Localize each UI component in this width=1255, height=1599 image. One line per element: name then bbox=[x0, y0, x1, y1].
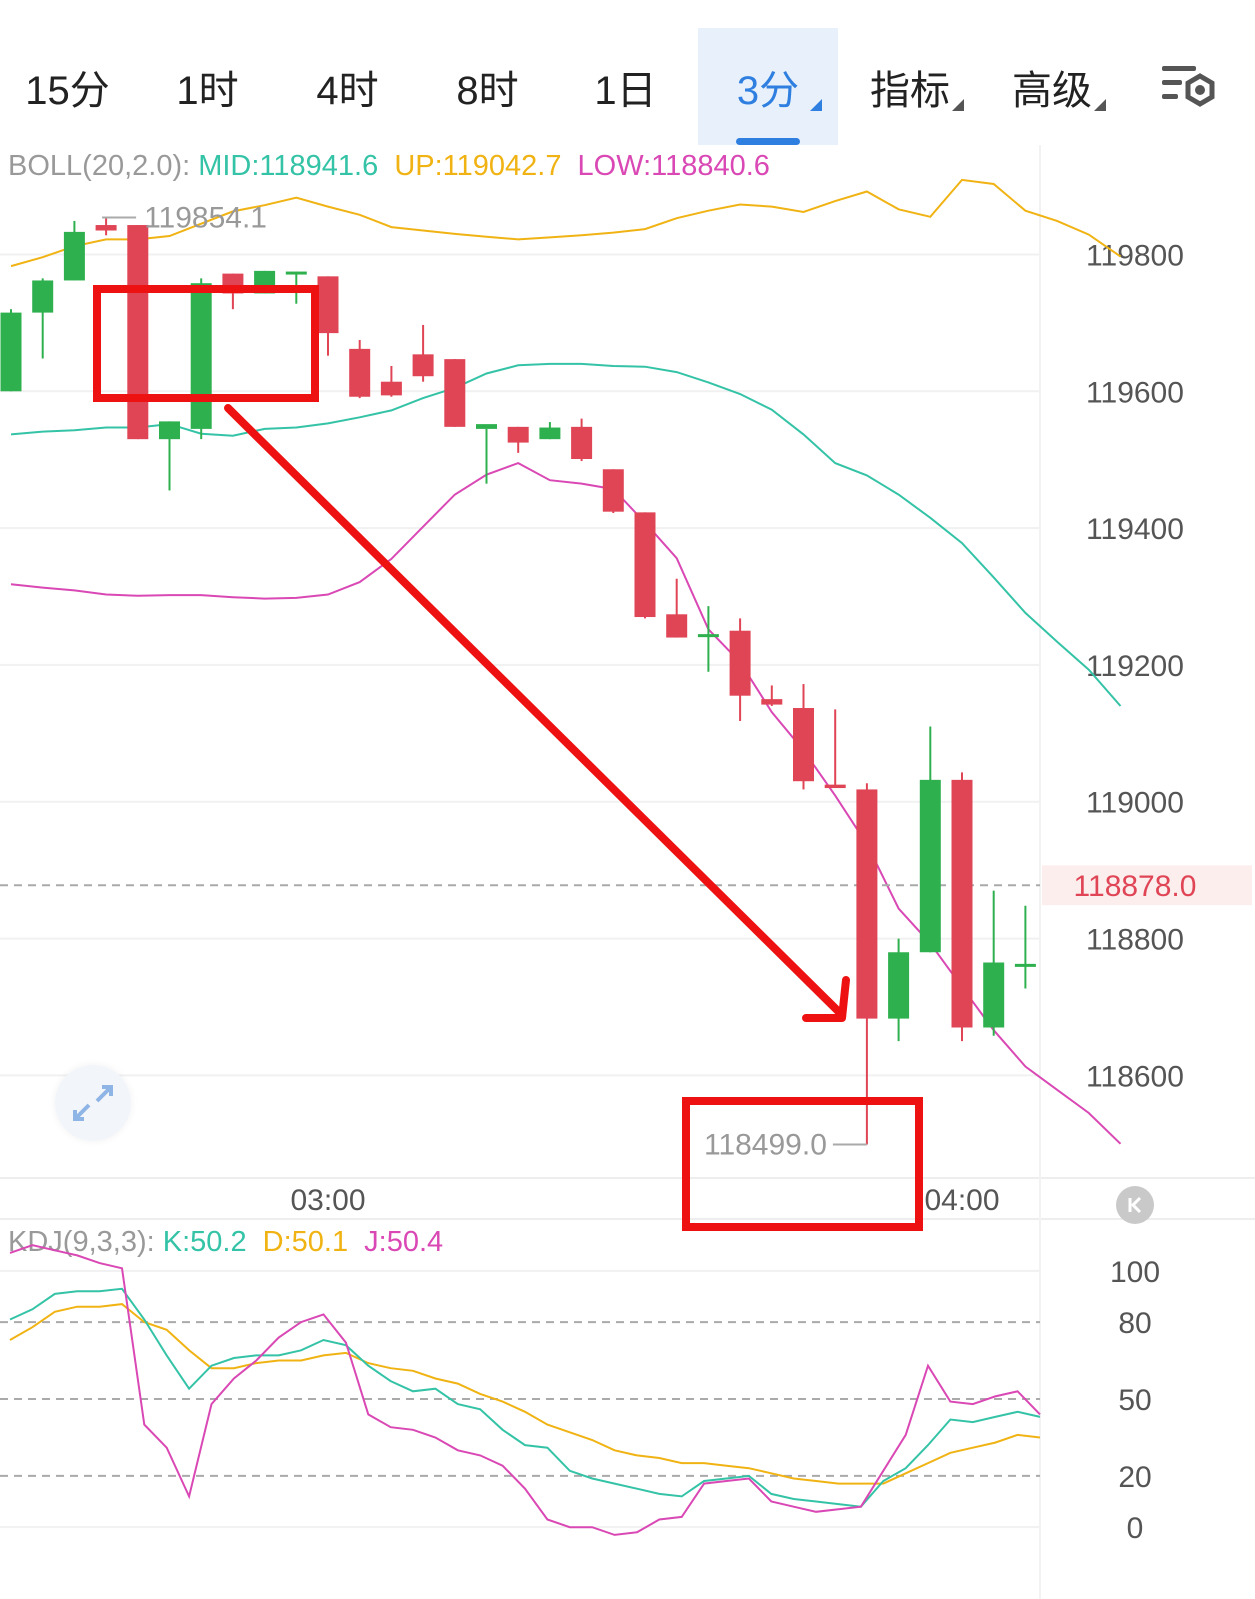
kdj-j-line bbox=[9, 1244, 1041, 1536]
tab-indicators[interactable]: 指标 bbox=[840, 28, 980, 145]
current-price-badge bbox=[1042, 865, 1252, 906]
candle-up bbox=[0, 312, 22, 392]
collapse-k-button[interactable] bbox=[1116, 1186, 1154, 1224]
dropdown-triangle-icon bbox=[810, 99, 822, 111]
tab-1h[interactable]: 1时 bbox=[140, 28, 275, 145]
candle-down bbox=[951, 779, 973, 1028]
tab-advanced[interactable]: 高级 bbox=[982, 28, 1122, 145]
candle-down bbox=[444, 359, 466, 427]
price-tick-label: 119600 bbox=[1086, 376, 1184, 409]
price-tick-label: 119200 bbox=[1086, 650, 1184, 683]
dropdown-triangle-icon bbox=[952, 99, 964, 111]
candle-down bbox=[761, 699, 783, 705]
candle-down bbox=[824, 784, 846, 789]
kdj-d-line bbox=[9, 1303, 1041, 1485]
candle-up bbox=[63, 231, 85, 281]
time-tick-label: 03:00 bbox=[290, 1184, 365, 1217]
kdj-tick-label: 20 bbox=[1118, 1461, 1151, 1494]
candle-up bbox=[919, 779, 941, 953]
time-tick-label: 04:00 bbox=[924, 1184, 999, 1217]
low-price-label: 118499.0 bbox=[704, 1128, 827, 1161]
boll-legend: BOLL(20,2.0): MID:118941.6 UP:119042.7 L… bbox=[8, 150, 778, 183]
candle-down bbox=[602, 469, 624, 512]
candle-down bbox=[571, 426, 593, 460]
boll-mid-line bbox=[10, 362, 1122, 707]
price-tick-label: 118600 bbox=[1086, 1060, 1184, 1093]
price-chart[interactable]: 119800 119600 119400 119200 119000 118800 1186… bbox=[0, 145, 1255, 1599]
boll-legend-low: LOW:118840.6 bbox=[577, 150, 770, 182]
tab-1d[interactable]: 1日 bbox=[558, 28, 693, 145]
candle-down bbox=[127, 225, 149, 440]
dropdown-triangle-icon bbox=[1094, 99, 1106, 111]
tab-label: 1日 bbox=[594, 68, 657, 113]
candle-down bbox=[349, 348, 371, 397]
candle-up bbox=[697, 634, 719, 638]
candle-down bbox=[507, 426, 529, 443]
tab-label: 4时 bbox=[316, 68, 379, 113]
expand-icon bbox=[73, 1085, 113, 1121]
kdj-k-line bbox=[9, 1287, 1041, 1508]
kdj-legend-j: J:50.4 bbox=[364, 1226, 444, 1258]
kdj-legend: KDJ(9,3,3): K:50.2 D:50.1 J:50.4 bbox=[8, 1226, 451, 1259]
candle-up bbox=[888, 952, 910, 1019]
kdj-legend-d: D:50.1 bbox=[262, 1226, 349, 1258]
k-icon bbox=[1128, 1196, 1142, 1214]
candle-up bbox=[476, 424, 497, 429]
annotation-arrowhead bbox=[802, 976, 850, 1022]
tab-label: 1时 bbox=[176, 68, 239, 113]
current-price-label: 118878.0 bbox=[1074, 870, 1197, 903]
tab-15m[interactable]: 15分 bbox=[0, 28, 135, 145]
candle-down bbox=[380, 381, 402, 396]
candle-down bbox=[729, 630, 751, 696]
annotation-trend-arrow bbox=[224, 404, 846, 1019]
kdj-tick-label: 0 bbox=[1127, 1512, 1144, 1545]
active-tab-underline bbox=[736, 138, 800, 145]
candle-up bbox=[190, 283, 212, 429]
price-tick-label: 119800 bbox=[1086, 239, 1184, 272]
tab-label: 15分 bbox=[25, 68, 110, 113]
candle-down bbox=[95, 225, 117, 231]
boll-legend-name: BOLL(20,2.0): bbox=[8, 150, 191, 182]
annotation-high-box bbox=[93, 285, 319, 402]
candle-up bbox=[32, 280, 54, 313]
candle-down bbox=[317, 276, 339, 334]
tab-4h[interactable]: 4时 bbox=[280, 28, 415, 145]
kdj-tick-label: 100 bbox=[1110, 1256, 1160, 1289]
tab-8h[interactable]: 8时 bbox=[420, 28, 555, 145]
kdj-tick-label: 80 bbox=[1118, 1307, 1151, 1340]
candle-down bbox=[793, 708, 814, 782]
kdj-tick-label: 50 bbox=[1118, 1384, 1151, 1417]
timeframe-tabs: 15分 1时 4时 8时 1日 3分 指标 高级 bbox=[0, 0, 1255, 145]
boll-upper-line bbox=[10, 178, 1122, 268]
candle-up bbox=[539, 427, 561, 440]
kdj-legend-name: KDJ(9,3,3): bbox=[8, 1226, 155, 1258]
tab-label: 指标 bbox=[870, 68, 950, 113]
annotation-low-box bbox=[682, 1097, 923, 1231]
price-tick-label: 118800 bbox=[1086, 924, 1184, 957]
high-price-label: 119854.1 bbox=[144, 201, 267, 234]
candle-up bbox=[285, 271, 307, 275]
boll-legend-mid: MID:118941.6 bbox=[198, 150, 379, 182]
tab-label: 8时 bbox=[456, 68, 519, 113]
kdj-legend-k: K:50.2 bbox=[162, 1226, 247, 1258]
candle-up bbox=[983, 962, 1005, 1028]
candle-down bbox=[412, 354, 434, 377]
expand-button[interactable] bbox=[55, 1065, 131, 1141]
candle-down bbox=[666, 614, 688, 638]
tab-label: 高级 bbox=[1012, 68, 1092, 113]
tab-label: 3分 bbox=[736, 68, 800, 113]
candle-up bbox=[159, 421, 180, 440]
candle-up bbox=[1014, 963, 1036, 967]
tab-3m[interactable]: 3分 bbox=[698, 28, 838, 145]
price-tick-label: 119400 bbox=[1086, 513, 1184, 546]
boll-legend-up: UP:119042.7 bbox=[394, 150, 562, 182]
candle-down bbox=[634, 512, 656, 618]
price-tick-label: 119000 bbox=[1086, 787, 1184, 820]
chart-settings-icon[interactable] bbox=[1160, 62, 1220, 112]
candle-down bbox=[856, 789, 878, 1019]
